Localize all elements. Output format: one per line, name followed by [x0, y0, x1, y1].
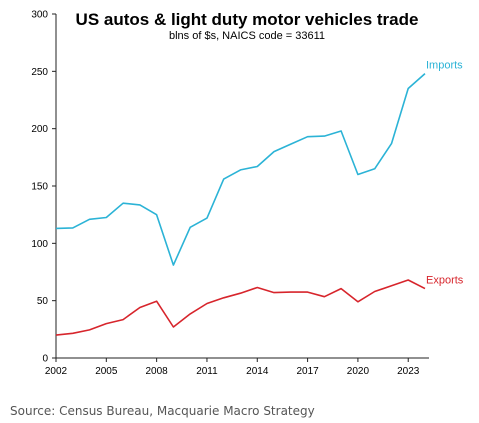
x-tick-label: 2023: [397, 366, 420, 377]
source-note: Source: Census Bureau, Macquarie Macro S…: [10, 404, 315, 418]
x-tick-label: 2017: [296, 366, 319, 377]
y-tick-label: 0: [42, 354, 48, 365]
x-tick-label: 2020: [347, 366, 370, 377]
chart-subtitle: blns of $s, NAICS code = 33611: [169, 30, 325, 42]
y-tick-label: 150: [31, 182, 48, 193]
exports-series-label: Exports: [426, 275, 464, 287]
x-tick-label: 2002: [45, 366, 68, 377]
chart-series: Imports Exports: [55, 60, 464, 336]
y-tick-label: 100: [31, 239, 48, 250]
chart-axes: 0 50 100 150 200 250 300 2002 2005 2008 2011 2014 20…: [31, 10, 429, 377]
y-tick-label: 50: [37, 296, 49, 307]
exports-series-line: [55, 279, 426, 336]
x-tick-label: 2008: [146, 366, 169, 377]
imports-series-label: Imports: [426, 60, 463, 72]
imports-series-line: [55, 73, 426, 266]
y-tick-label: 250: [31, 67, 48, 78]
chart-title: US autos & light duty motor vehicles tra…: [76, 10, 419, 29]
y-tick-label: 200: [31, 124, 48, 135]
x-tick-label: 2005: [95, 366, 118, 377]
x-tick-label: 2014: [246, 366, 269, 377]
x-tick-label: 2011: [196, 366, 218, 377]
y-tick-label: 300: [31, 10, 48, 21]
